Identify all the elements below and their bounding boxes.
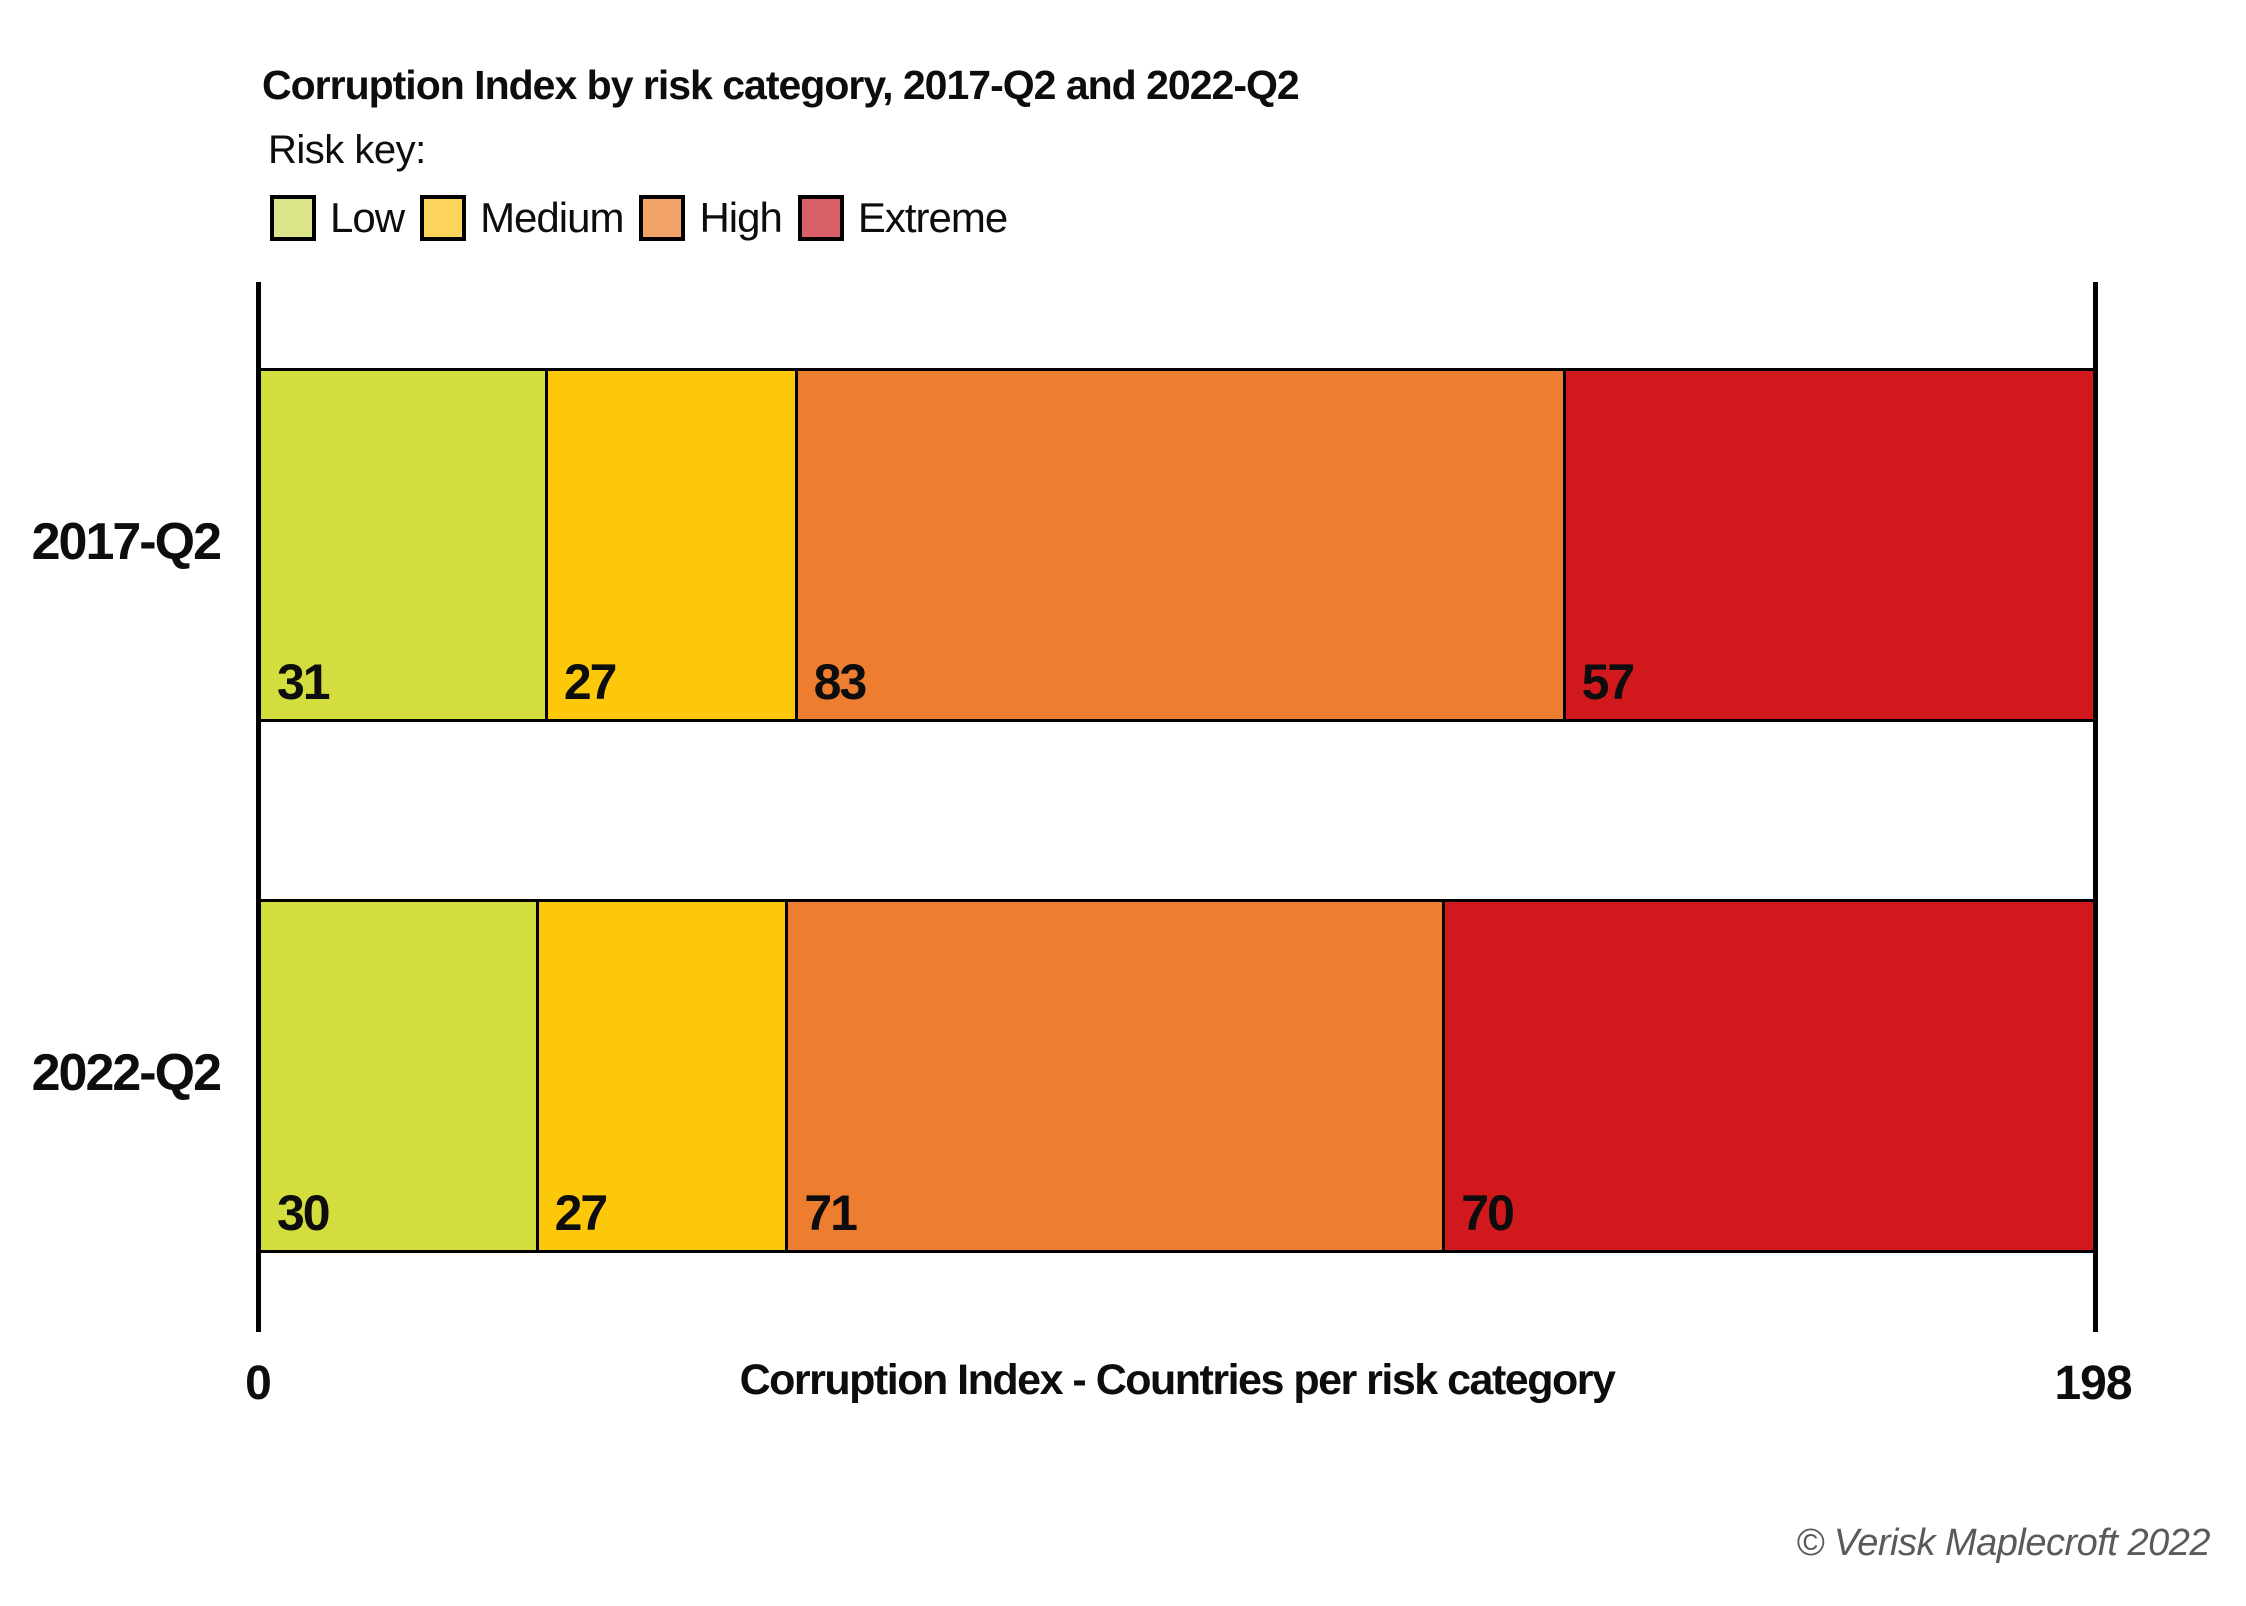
bar-segment-low-2022-q2: 30 — [261, 902, 539, 1250]
bar-value-medium-2022-q2: 27 — [554, 1185, 609, 1241]
copyright-note: © Verisk Maplecroft 2022 — [1796, 1522, 2210, 1564]
legend-label-high: High — [699, 194, 782, 241]
bar-segment-medium-2022-q2: 27 — [538, 902, 789, 1250]
y-axis-line-left — [256, 282, 261, 1332]
bar-segment-high-2022-q2: 71 — [788, 902, 1446, 1250]
risk-key-label: Risk key: — [268, 128, 426, 172]
bar-2017-q2: 31 27 83 57 — [258, 368, 2096, 722]
legend-item-low: Low — [270, 194, 405, 242]
x-tick-min: 0 — [245, 1357, 272, 1410]
legend-label-extreme: Extreme — [857, 194, 1008, 241]
bar-segment-extreme-2017-q2: 57 — [1565, 371, 2093, 719]
bar-segment-low-2017-q2: 31 — [261, 371, 548, 719]
legend-swatch-extreme — [797, 195, 844, 241]
legend-swatch-medium — [420, 195, 467, 241]
legend-item-medium: Medium — [420, 194, 624, 242]
legend-label-medium: Medium — [480, 194, 624, 241]
x-axis-title: Corruption Index - Countries per risk ca… — [739, 1356, 1616, 1404]
legend-item-high: High — [639, 194, 783, 242]
bar-value-extreme-2022-q2: 70 — [1461, 1185, 1515, 1241]
bar-segment-high-2017-q2: 83 — [797, 371, 1566, 719]
bar-segment-medium-2017-q2: 27 — [547, 371, 798, 719]
bar-value-medium-2017-q2: 27 — [563, 654, 618, 710]
bar-value-extreme-2017-q2: 57 — [1581, 654, 1636, 710]
bar-value-high-2017-q2: 83 — [813, 654, 868, 710]
bar-value-low-2017-q2: 31 — [277, 654, 331, 710]
legend-label-low: Low — [330, 194, 405, 241]
chart-title: Corruption Index by risk category, 2017-… — [262, 62, 1300, 108]
legend: Low Medium High Extreme — [270, 194, 1023, 242]
legend-item-extreme: Extreme — [797, 194, 1008, 242]
category-label-2017-q2: 2017-Q2 — [31, 513, 222, 571]
bar-value-low-2022-q2: 30 — [277, 1185, 331, 1241]
y-axis-line-right — [2093, 282, 2098, 1332]
legend-swatch-low — [270, 195, 316, 241]
bar-segment-extreme-2022-q2: 70 — [1445, 902, 2093, 1250]
legend-swatch-high — [639, 195, 686, 241]
x-tick-max: 198 — [2054, 1357, 2132, 1410]
category-label-2022-q2: 2022-Q2 — [31, 1044, 222, 1102]
bar-2022-q2: 30 27 71 70 — [258, 899, 2096, 1253]
bar-value-high-2022-q2: 71 — [804, 1185, 858, 1241]
